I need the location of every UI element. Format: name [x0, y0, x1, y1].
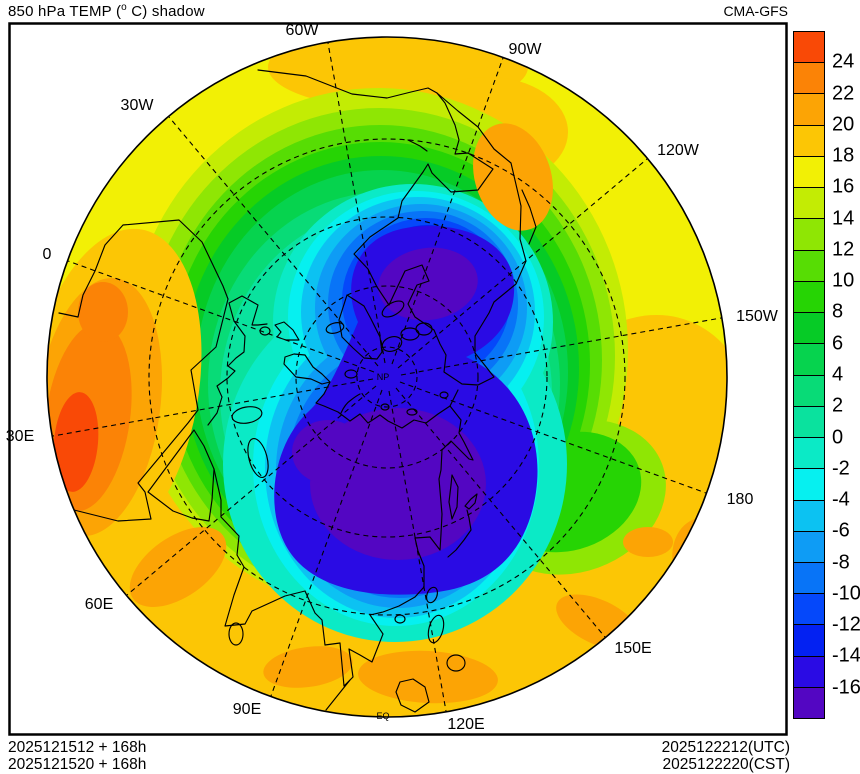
- colorbar-segment: [794, 281, 824, 314]
- colorbar-segment: [794, 156, 824, 189]
- colorbar-label: -4: [832, 488, 850, 511]
- colorbar-label: 6: [832, 332, 844, 355]
- title-prefix: 850 hPa TEMP (: [8, 3, 122, 20]
- colorbar-segment: [794, 219, 824, 251]
- colorbar-segment: [794, 562, 824, 595]
- colorbar-label: 10: [832, 269, 855, 292]
- colorbar-label: -16: [832, 676, 860, 699]
- colorbar-label: 8: [832, 300, 844, 323]
- colorbar-segment: [794, 500, 824, 532]
- colorbar-label: 0: [832, 426, 844, 449]
- colorbar-label: -8: [832, 551, 850, 574]
- colorbar-label: 4: [832, 363, 844, 386]
- degree-symbol: o: [121, 2, 127, 13]
- colorbar-label: -2: [832, 457, 850, 480]
- colorbar-label: -14: [832, 644, 860, 667]
- init-time-cst: 2025121520 + 168h: [8, 756, 147, 773]
- colorbar-segment: [794, 32, 824, 64]
- model-name-label: CMA-GFS: [723, 3, 788, 19]
- colorbar-label: 16: [832, 175, 855, 198]
- colorbar-segment: [794, 94, 824, 126]
- colorbar-label: 24: [832, 50, 855, 73]
- colorbar-label: -6: [832, 519, 850, 542]
- colorbar-labels: 24 22 20 18 16 14 12 10 8 6 4 2 0 -2 -4 -6 -8 -10 -12 -14 -1…: [832, 31, 860, 719]
- colorbar-segment: [794, 469, 824, 501]
- colorbar-segment: [794, 531, 824, 563]
- colorbar-label: 2: [832, 394, 844, 417]
- colorbar-segment: [794, 375, 824, 407]
- title-suffix: C) shadow: [126, 3, 205, 20]
- colorbar-segment: [794, 438, 824, 470]
- colorbar-segment: [794, 313, 824, 345]
- projection-boundary-circle: [46, 36, 728, 718]
- coastlines: [58, 69, 537, 713]
- colorbar-segment: [794, 656, 824, 688]
- temperature-field: [47, 37, 727, 717]
- plot-frame: [8, 22, 788, 736]
- polar-temperature-map: [8, 22, 788, 736]
- colorbar-segment: [794, 344, 824, 376]
- colorbar-segment: [794, 188, 824, 220]
- colorbar-label: 22: [832, 82, 855, 105]
- colorbar-label: -10: [832, 582, 860, 605]
- valid-time-cst: 2025122220(CST): [662, 756, 790, 773]
- colorbar-segment: [794, 625, 824, 657]
- colorbar-label: 20: [832, 113, 855, 136]
- page-title: 850 hPa TEMP (o C) shadow: [8, 2, 205, 20]
- valid-time-utc: 2025122212(UTC): [661, 739, 790, 756]
- colorbar-label: 12: [832, 238, 855, 261]
- colorbar-label: 14: [832, 207, 855, 230]
- colorbar-label: -12: [832, 613, 860, 636]
- colorbar-segment: [794, 594, 824, 626]
- colorbar-label: 18: [832, 144, 855, 167]
- colorbar-segment: [794, 250, 824, 282]
- colorbar-segment: [794, 125, 824, 157]
- temperature-colorbar: [793, 31, 825, 719]
- colorbar-segment: [794, 63, 824, 95]
- init-time-utc: 2025121512 + 168h: [8, 739, 147, 756]
- colorbar-segment: [794, 687, 824, 719]
- colorbar-segment: [794, 406, 824, 439]
